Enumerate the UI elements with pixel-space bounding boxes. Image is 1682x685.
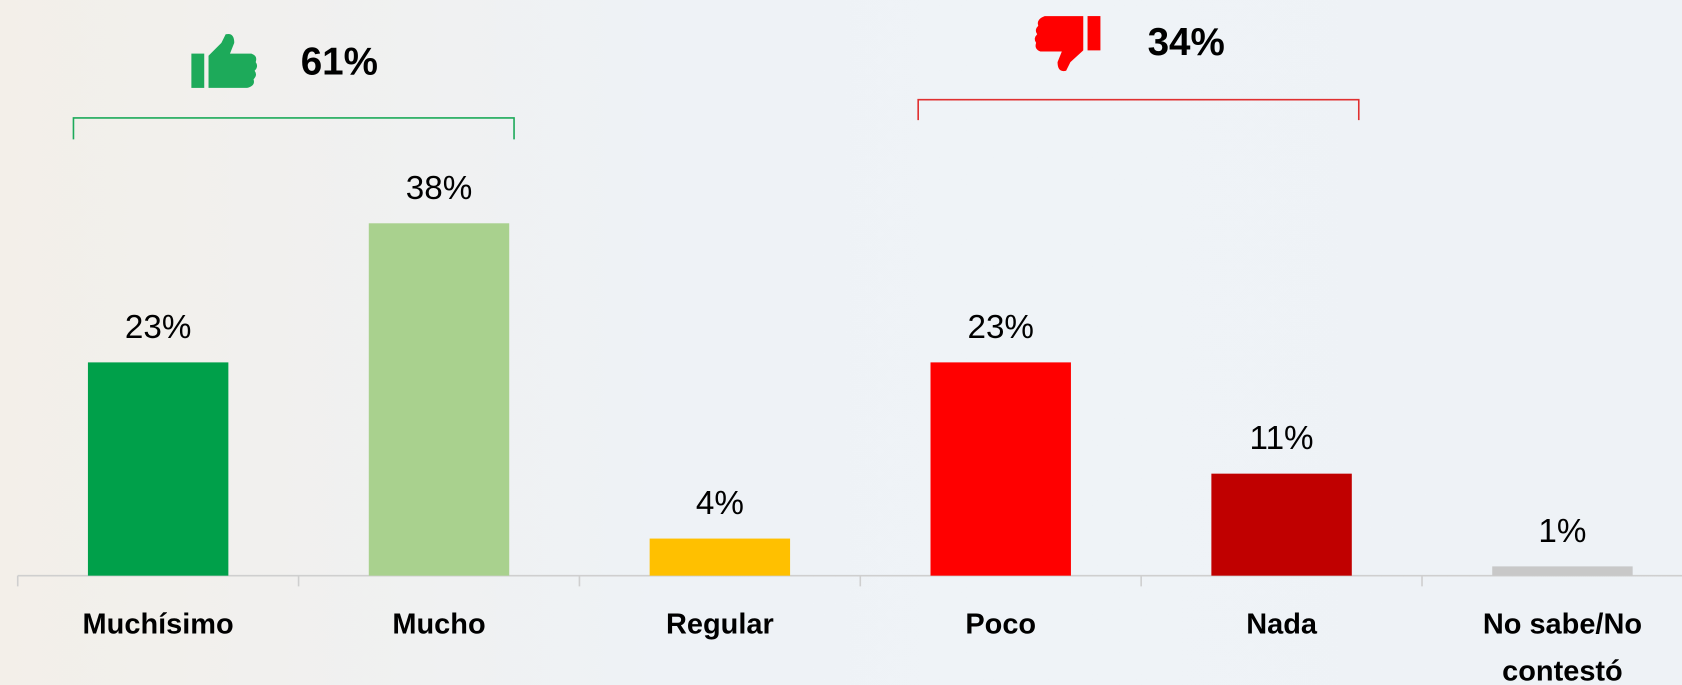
- x-label-box: Nada: [1246, 607, 1317, 640]
- value-label: 23%: [125, 309, 191, 346]
- x-label-box: Muchísimo: [82, 607, 234, 640]
- group-annotation: 34%: [1148, 21, 1225, 64]
- bar: [87, 362, 229, 576]
- bar: [649, 538, 791, 576]
- value-label: 23%: [967, 309, 1034, 346]
- thumbs-down-icon: [1034, 16, 1101, 72]
- group-bracket: [917, 98, 1360, 121]
- x-tick-label: Muchísimo: [82, 607, 234, 640]
- x-label-box: Regular: [665, 607, 774, 640]
- value-label: 4%: [696, 485, 744, 522]
- group-bracket: [72, 117, 515, 140]
- x-tick-label: Regular: [665, 607, 774, 640]
- bar: [1211, 473, 1352, 576]
- thumbs-up-icon: [191, 33, 258, 88]
- value-label: 1%: [1538, 513, 1586, 550]
- x-label-box: Mucho: [392, 607, 486, 640]
- x-tick-label: Mucho: [392, 607, 486, 640]
- x-tick-label: Nada: [1246, 607, 1317, 640]
- x-label-box: Poco: [965, 607, 1037, 640]
- x-label-box: No sabe/No contestó: [1482, 607, 1643, 685]
- x-tick-label: No sabe/No contestó: [1482, 607, 1643, 685]
- value-label: 38%: [406, 170, 473, 207]
- bar: [930, 362, 1071, 576]
- bar: [1492, 566, 1633, 576]
- value-label: 11%: [1250, 420, 1314, 457]
- bar: [368, 223, 510, 576]
- x-tick-label: Poco: [965, 607, 1037, 640]
- group-annotation: 61%: [301, 41, 378, 84]
